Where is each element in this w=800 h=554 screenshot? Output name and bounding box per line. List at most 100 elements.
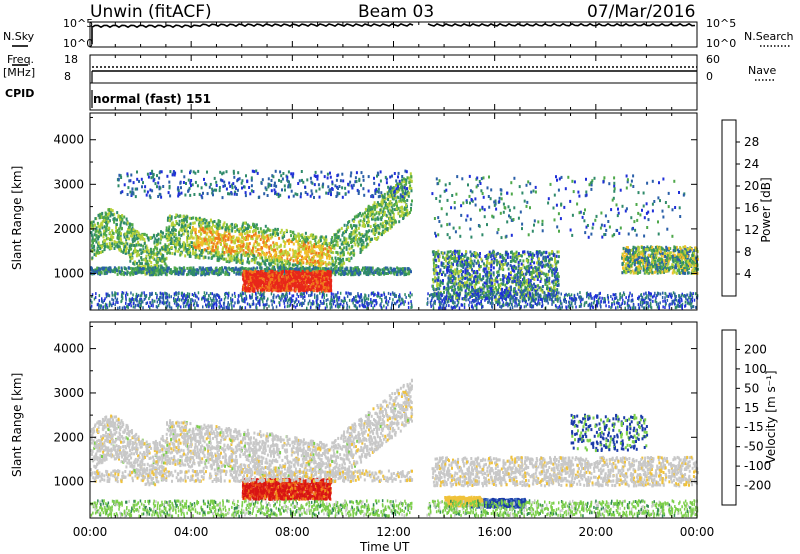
- power-cell: [237, 239, 239, 243]
- power-cell: [136, 170, 138, 174]
- power-cell: [247, 245, 250, 249]
- power-cell: [105, 220, 108, 224]
- power-cell: [246, 179, 249, 183]
- power-cell: [111, 213, 114, 217]
- power-cell: [138, 266, 141, 270]
- power-cell: [386, 192, 389, 196]
- power-cell: [276, 279, 279, 283]
- power-cell: [150, 264, 153, 268]
- power-cell: [223, 244, 226, 248]
- power-cell: [267, 237, 270, 241]
- power-cell: [410, 203, 413, 207]
- power-cell: [212, 238, 215, 242]
- power-cell: [174, 216, 177, 219]
- power-cell: [108, 212, 111, 215]
- power-cell: [296, 252, 299, 256]
- power-cell: [345, 257, 348, 261]
- power-cell: [91, 224, 94, 228]
- power-cell: [394, 196, 397, 200]
- power-cell: [194, 227, 197, 231]
- power-cell: [215, 230, 218, 234]
- power-cell: [182, 225, 185, 229]
- power-cell: [277, 195, 280, 199]
- power-cell: [258, 248, 261, 252]
- power-cell: [160, 195, 163, 199]
- power-cell: [119, 223, 122, 227]
- power-cell: [350, 171, 353, 175]
- power-cell: [284, 274, 287, 278]
- power-cell: [326, 253, 329, 257]
- power-cell: [149, 172, 152, 176]
- power-cell: [154, 182, 157, 186]
- power-cell: [225, 170, 228, 174]
- power-cell: [129, 273, 132, 277]
- power-cell: [278, 275, 281, 279]
- power-cell: [341, 186, 344, 190]
- power-cell: [306, 272, 309, 276]
- power-cell: [392, 193, 395, 197]
- power-cell: [281, 284, 284, 288]
- power-cell: [340, 226, 343, 230]
- power-cell: [94, 238, 97, 242]
- power-cell: [200, 237, 203, 241]
- power-cell: [342, 270, 344, 274]
- power-cell: [347, 243, 350, 247]
- power-cell: [105, 233, 108, 237]
- power-cell: [248, 278, 251, 282]
- power-cell: [152, 256, 155, 260]
- power-cell: [329, 285, 332, 289]
- power-cell: [206, 221, 209, 225]
- power-cell: [128, 231, 131, 235]
- power-cell: [291, 263, 294, 267]
- power-cell: [262, 269, 265, 273]
- power-cell: [291, 284, 294, 288]
- power-cell: [150, 250, 153, 254]
- power-cell: [230, 248, 233, 252]
- power-cell: [146, 190, 149, 194]
- power-cell: [388, 208, 391, 212]
- power-cell: [281, 250, 284, 254]
- power-cell: [385, 201, 387, 205]
- power-cell: [229, 224, 232, 228]
- power-cell: [213, 270, 216, 274]
- power-cell: [167, 228, 170, 232]
- power-cell: [232, 236, 235, 240]
- power-cell: [254, 267, 257, 271]
- power-cell: [189, 222, 192, 226]
- power-cell: [105, 237, 108, 241]
- power-cell: [298, 289, 301, 292]
- power-cell: [147, 238, 150, 242]
- power-cell: [90, 221, 93, 225]
- power-cell: [387, 185, 390, 189]
- power-cell: [200, 268, 203, 272]
- power-cell: [144, 262, 147, 266]
- power-cell: [304, 245, 307, 249]
- power-cell: [326, 256, 328, 260]
- power-cell: [317, 267, 319, 270]
- power-cell: [166, 235, 169, 238]
- power-cell: [182, 181, 185, 184]
- power-cell: [325, 235, 328, 239]
- power-cell: [209, 227, 211, 231]
- power-cell: [261, 288, 264, 292]
- power-cell: [324, 247, 327, 251]
- power-cell: [135, 243, 138, 247]
- power-cell: [141, 185, 143, 189]
- power-cell: [304, 255, 307, 259]
- power-cell: [103, 272, 106, 276]
- power-cell: [250, 259, 253, 263]
- power-cell: [155, 273, 158, 277]
- power-cell: [262, 240, 265, 244]
- power-cell: [270, 288, 273, 292]
- power-cell: [120, 249, 123, 253]
- power-cell: [291, 282, 294, 286]
- power-cell: [351, 240, 353, 244]
- power-cell: [294, 192, 297, 196]
- power-cell: [128, 249, 131, 253]
- power-cell: [224, 266, 227, 270]
- power-cell: [335, 178, 338, 182]
- power-cell: [379, 268, 382, 272]
- power-cell: [207, 235, 210, 239]
- power-cell: [278, 274, 281, 277]
- power-cell: [199, 266, 202, 270]
